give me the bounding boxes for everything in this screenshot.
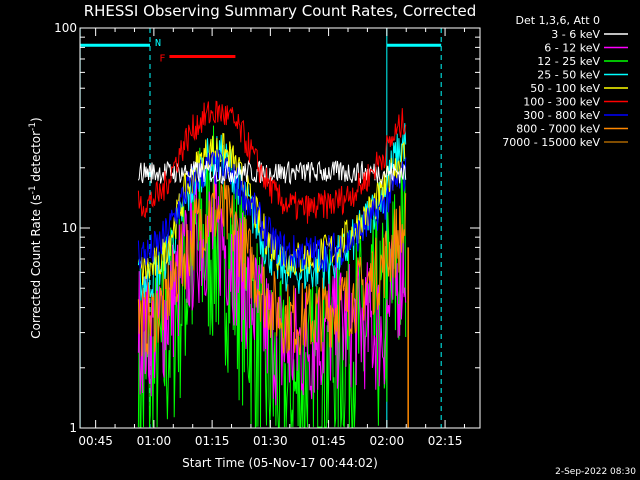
flare-flag-label: F	[159, 54, 165, 65]
y-axis-title-end: )	[29, 117, 43, 122]
y-tick-label: 100	[54, 21, 77, 35]
y-axis-title-sup2: -1	[28, 122, 38, 131]
series-line-7	[137, 180, 407, 357]
legend-label: 3 - 6 keV	[551, 28, 600, 41]
y-tick-label: 10	[62, 221, 77, 235]
y-axis-title: Corrected Count Rate (s-1 detector-1)	[28, 117, 43, 338]
series-layer	[137, 100, 409, 428]
legend-header: Det 1,3,6, Att 0	[516, 14, 600, 27]
series-line-6	[137, 149, 407, 272]
y-axis-title-main: Corrected Count Rate (s	[29, 194, 43, 338]
x-tick-label: 01:45	[311, 434, 346, 448]
x-axis-title: Start Time (05-Nov-17 00:44:02)	[182, 456, 378, 470]
x-axis: 00:45 01:00 01:15 01:30 01:45 02:00 02:15	[78, 28, 465, 448]
generated-timestamp: 2-Sep-2022 08:30	[555, 467, 636, 477]
x-tick-label: 02:15	[428, 434, 463, 448]
x-tick-label: 01:00	[137, 434, 172, 448]
legend-label: 300 - 800 keV	[523, 109, 600, 122]
series-line-5	[137, 100, 407, 224]
night-flag-label: N	[155, 38, 161, 49]
legend-label: 25 - 50 keV	[537, 69, 600, 82]
y-axis: 1 10 100	[54, 21, 480, 435]
y-axis-title-sup1: -1	[28, 185, 38, 194]
x-tick-label: 01:30	[253, 434, 288, 448]
x-tick-label: 02:00	[370, 434, 405, 448]
x-tick-label: 00:45	[78, 434, 113, 448]
legend-label: 7000 - 15000 keV	[502, 136, 600, 149]
legend-label: 50 - 100 keV	[530, 82, 600, 95]
legend-label: 6 - 12 keV	[544, 42, 600, 55]
legend-label: 800 - 7000 keV	[516, 123, 600, 136]
chart-title: RHESSI Observing Summary Count Rates, Co…	[84, 2, 477, 20]
flag-layer: NF	[80, 38, 442, 65]
y-tick-label: 1	[69, 421, 77, 435]
legend-label: 100 - 300 keV	[523, 96, 600, 109]
y-axis-title-mid: detector	[29, 131, 43, 186]
legend-label: 12 - 25 keV	[537, 55, 600, 68]
series-line-0	[137, 159, 407, 186]
x-tick-label: 01:15	[195, 434, 230, 448]
